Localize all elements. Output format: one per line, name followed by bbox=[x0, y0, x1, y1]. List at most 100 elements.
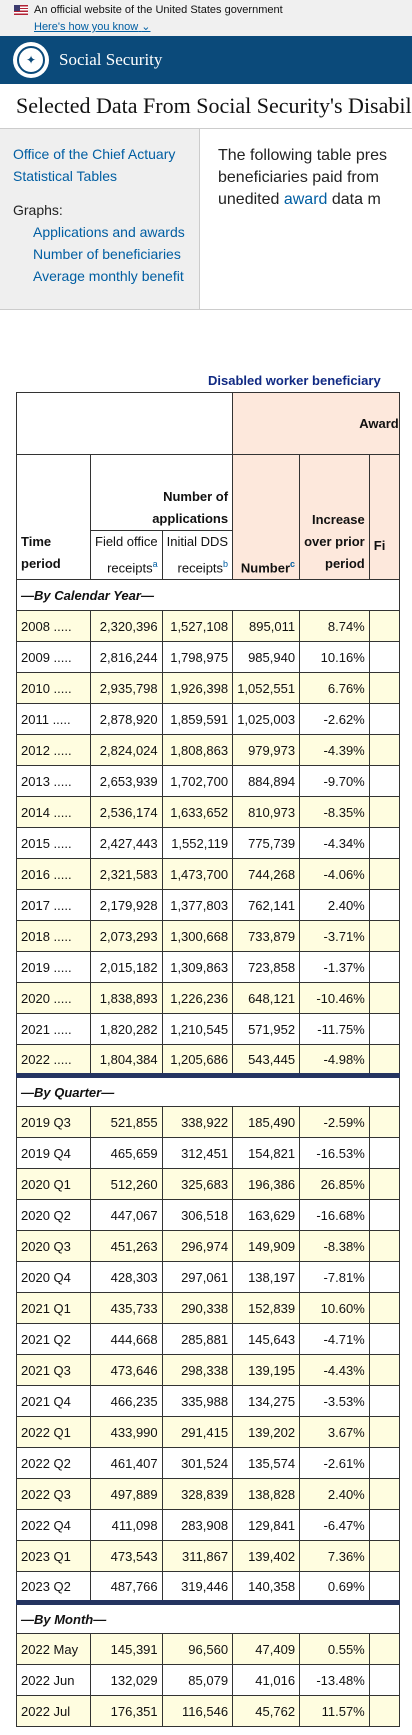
initial-dds-cell: 335,988 bbox=[161, 1385, 234, 1418]
table-row: 2022 Jul 176,351 116,546 45,762 11.57% bbox=[16, 1695, 400, 1728]
initial-dds-header: Initial DDS receiptsb bbox=[161, 529, 234, 581]
field-office-cell: 2,653,939 bbox=[90, 765, 163, 798]
truncated-cell bbox=[368, 858, 400, 891]
increase-cell: -4.43% bbox=[299, 1354, 370, 1387]
truncated-cell bbox=[368, 1292, 400, 1325]
field-office-cell: 1,820,282 bbox=[90, 1013, 163, 1046]
initial-dds-cell: 1,859,591 bbox=[161, 703, 234, 736]
truncated-cell bbox=[368, 765, 400, 798]
section-row: —By Month— bbox=[16, 1600, 400, 1635]
field-office-cell: 512,260 bbox=[90, 1168, 163, 1201]
truncated-cell bbox=[368, 1664, 400, 1697]
initial-dds-cell: 328,839 bbox=[161, 1478, 234, 1511]
increase-cell: 7.36% bbox=[299, 1540, 370, 1573]
time-period-cell: 2008 ..... bbox=[16, 610, 91, 643]
field-office-cell: 2,179,928 bbox=[90, 889, 163, 922]
section-row: —By Quarter— bbox=[16, 1073, 400, 1108]
field-office-cell: 444,668 bbox=[90, 1323, 163, 1356]
truncated-cell bbox=[368, 920, 400, 953]
sidebar-link-office-of-chief-actuary[interactable]: Office of the Chief Actuary bbox=[13, 146, 176, 162]
table-row: 2022 Q4 411,098 283,908 129,841 -6.47% bbox=[16, 1509, 400, 1542]
field-office-cell: 1,838,893 bbox=[90, 982, 163, 1015]
eagle-icon: ✦ bbox=[17, 46, 45, 74]
field-office-cell: 2,878,920 bbox=[90, 703, 163, 736]
number-cell: 129,841 bbox=[232, 1509, 301, 1542]
ssa-seal-logo[interactable]: ✦ bbox=[13, 42, 49, 78]
initial-dds-cell: 291,415 bbox=[161, 1416, 234, 1449]
increase-cell: -8.35% bbox=[299, 796, 370, 829]
initial-dds-cell: 338,922 bbox=[161, 1106, 234, 1139]
time-period-cell: 2011 ..... bbox=[16, 703, 91, 736]
time-period-cell: 2019 ..... bbox=[16, 951, 91, 984]
sidebar-link-statistical-tables[interactable]: Statistical Tables bbox=[13, 168, 118, 184]
time-period-cell: 2018 ..... bbox=[16, 920, 91, 953]
initial-dds-cell: 1,226,236 bbox=[161, 982, 234, 1015]
time-period-cell: 2021 Q2 bbox=[16, 1323, 91, 1356]
time-period-cell: 2022 Jun bbox=[16, 1664, 91, 1697]
increase-cell: -2.62% bbox=[299, 703, 370, 736]
time-period-cell: 2021 Q1 bbox=[16, 1292, 91, 1325]
sidebar-link-average-monthly-benefit[interactable]: Average monthly benefit bbox=[33, 268, 184, 284]
initial-dds-cell: 298,338 bbox=[161, 1354, 234, 1387]
table-row: 2015 ..... 2,427,443 1,552,119 775,739 -4.34… bbox=[16, 827, 400, 860]
sidebar-link-number-of-beneficiaries[interactable]: Number of beneficiaries bbox=[33, 246, 181, 262]
award-link[interactable]: award bbox=[283, 191, 328, 208]
truncated-cell bbox=[368, 1695, 400, 1728]
time-period-cell: 2022 Q2 bbox=[16, 1447, 91, 1480]
field-office-cell: 447,067 bbox=[90, 1199, 163, 1232]
table-caption: Disabled worker beneficiary bbox=[208, 373, 381, 388]
table-row: 2020 Q2 447,067 306,518 163,629 -16.68% bbox=[16, 1199, 400, 1232]
increase-cell: 2.40% bbox=[299, 1478, 370, 1511]
number-cell: 138,828 bbox=[232, 1478, 301, 1511]
field-office-cell: 2,321,583 bbox=[90, 858, 163, 891]
sidebar-link-applications-and-awards[interactable]: Applications and awards bbox=[33, 224, 185, 240]
field-office-cell: 473,543 bbox=[90, 1540, 163, 1573]
truncated-cell bbox=[368, 1261, 400, 1294]
increase-cell: 2.40% bbox=[299, 889, 370, 922]
table-row: 2021 Q4 466,235 335,988 134,275 -3.53% bbox=[16, 1385, 400, 1418]
time-period-cell: 2021 Q3 bbox=[16, 1354, 91, 1387]
number-cell: 723,858 bbox=[232, 951, 301, 984]
table-row: 2023 Q1 473,543 311,867 139,402 7.36% bbox=[16, 1540, 400, 1573]
table-row: 2022 Q1 433,990 291,415 139,202 3.67% bbox=[16, 1416, 400, 1449]
brand-name[interactable]: Social Security bbox=[59, 50, 163, 69]
heres-how-you-know-link[interactable]: Here's how you know ⌄ bbox=[34, 21, 151, 33]
time-period-cell: 2020 Q4 bbox=[16, 1261, 91, 1294]
page-title: Selected Data From Social Security's Dis… bbox=[0, 84, 412, 129]
truncated-cell bbox=[368, 734, 400, 767]
time-period-cell: 2020 Q2 bbox=[16, 1199, 91, 1232]
truncated-cell bbox=[368, 1106, 400, 1139]
field-office-cell: 497,889 bbox=[90, 1478, 163, 1511]
increase-cell: -4.06% bbox=[299, 858, 370, 891]
increase-cell: 8.74% bbox=[299, 610, 370, 643]
number-cell: 140,358 bbox=[232, 1571, 301, 1604]
time-period-cell: 2022 May bbox=[16, 1633, 91, 1666]
time-period-cell: 2022 Q4 bbox=[16, 1509, 91, 1542]
field-office-cell: 521,855 bbox=[90, 1106, 163, 1139]
field-office-header: Field office receiptsa bbox=[90, 529, 163, 581]
number-cell: 138,197 bbox=[232, 1261, 301, 1294]
number-cell: 762,141 bbox=[232, 889, 301, 922]
initial-dds-cell: 1,702,700 bbox=[161, 765, 234, 798]
table-row: 2022 May 145,391 96,560 47,409 0.55% bbox=[16, 1633, 400, 1666]
number-cell: 139,195 bbox=[232, 1354, 301, 1387]
number-cell: 985,940 bbox=[232, 641, 301, 674]
initial-dds-cell: 1,798,975 bbox=[161, 641, 234, 674]
data-table: Award Time period Number of applications N… bbox=[16, 392, 400, 1728]
truncated-cell bbox=[368, 1168, 400, 1201]
number-cell: 895,011 bbox=[232, 610, 301, 643]
time-period-cell: 2023 Q2 bbox=[16, 1571, 91, 1604]
us-flag-icon bbox=[14, 5, 28, 15]
gov-banner-text: An official website of the United States… bbox=[34, 4, 283, 16]
time-period-cell: 2020 Q3 bbox=[16, 1230, 91, 1263]
initial-dds-cell: 296,974 bbox=[161, 1230, 234, 1263]
time-period-cell: 2016 ..... bbox=[16, 858, 91, 891]
initial-dds-cell: 1,808,863 bbox=[161, 734, 234, 767]
time-period-cell: 2019 Q4 bbox=[16, 1137, 91, 1170]
number-cell: 196,386 bbox=[232, 1168, 301, 1201]
table-row: 2020 Q4 428,303 297,061 138,197 -7.81% bbox=[16, 1261, 400, 1294]
table-row: 2022 Q2 461,407 301,524 135,574 -2.61% bbox=[16, 1447, 400, 1480]
table-row: 2022 Q3 497,889 328,839 138,828 2.40% bbox=[16, 1478, 400, 1511]
field-office-cell: 2,320,396 bbox=[90, 610, 163, 643]
time-period-cell: 2020 ..... bbox=[16, 982, 91, 1015]
